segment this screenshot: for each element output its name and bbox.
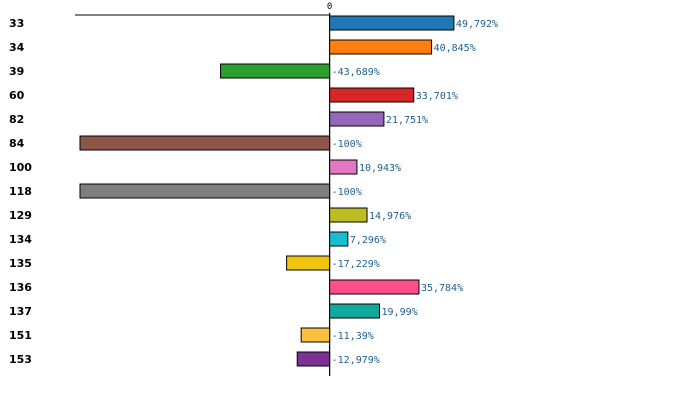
- value-label: -100%: [332, 187, 362, 198]
- category-label: 134: [9, 233, 32, 246]
- category-label: 137: [9, 305, 32, 318]
- value-label: 10,943%: [359, 163, 401, 174]
- zero-tick-label: 0: [327, 2, 332, 12]
- category-label: 34: [9, 41, 25, 54]
- category-label: 39: [9, 65, 24, 78]
- value-label: -43,689%: [332, 67, 380, 78]
- category-label: 136: [9, 281, 32, 294]
- category-label: 129: [9, 209, 32, 222]
- bar: [220, 63, 331, 79]
- value-label: 21,751%: [386, 115, 428, 126]
- value-label: -12,979%: [332, 355, 380, 366]
- value-label: -100%: [332, 139, 362, 150]
- value-label: 33,701%: [416, 91, 458, 102]
- bar: [329, 207, 368, 223]
- value-label: 35,784%: [421, 283, 463, 294]
- bar: [286, 255, 331, 271]
- value-label: -17,229%: [332, 259, 380, 270]
- category-label: 135: [9, 257, 32, 270]
- bar: [300, 327, 331, 343]
- value-label: -11,39%: [332, 331, 374, 342]
- value-label: 49,792%: [456, 19, 498, 30]
- category-label: 100: [9, 161, 32, 174]
- bar: [329, 159, 358, 175]
- bar: [329, 231, 349, 247]
- category-label: 84: [9, 137, 25, 150]
- bar: [79, 135, 331, 151]
- bar: [329, 87, 415, 103]
- category-label: 33: [9, 17, 24, 30]
- category-label: 118: [9, 185, 32, 198]
- bar: [329, 15, 455, 31]
- value-label: 14,976%: [369, 211, 411, 222]
- category-label: 151: [9, 329, 32, 342]
- bar: [329, 39, 433, 55]
- bar: [329, 111, 385, 127]
- category-label: 60: [9, 89, 25, 102]
- bar: [329, 279, 420, 295]
- category-label: 153: [9, 353, 32, 366]
- bar: [329, 303, 381, 319]
- bars-group: 33 49,792% 34 40,845% 39 -43,689% 60 33,701% 82 2…: [9, 15, 498, 367]
- value-label: 40,845%: [434, 43, 476, 54]
- value-label: 7,296%: [350, 235, 386, 246]
- bar: [79, 183, 331, 199]
- bar: [296, 351, 331, 367]
- value-label: 19,99%: [382, 307, 418, 318]
- category-label: 82: [9, 113, 24, 126]
